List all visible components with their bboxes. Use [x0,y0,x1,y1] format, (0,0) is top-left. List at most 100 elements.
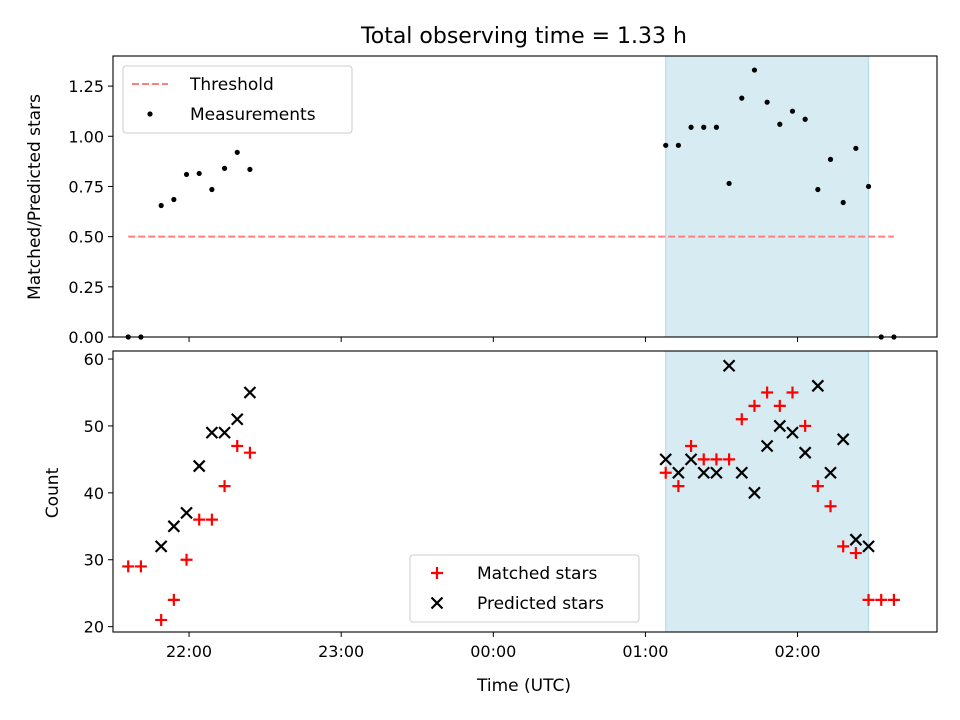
measurements-point [865,183,872,190]
x-tick-label: 00:00 [470,642,516,661]
matched-stars-point [773,399,786,412]
count-axes-frame [112,350,938,633]
count-y-tick-label: 60 [84,350,104,369]
predicted-stars-point [205,426,219,439]
count-y-axis-label: Count [43,467,63,518]
matched-stars-point [887,593,900,606]
count-y-tick-label: 50 [84,417,104,436]
predicted-stars-point [824,466,837,480]
predicted-stars-point [710,466,723,480]
x-tick-label: 02:00 [774,642,820,661]
matched-stars-point [875,593,888,606]
measurements-point [183,171,190,178]
measurements-point [726,180,732,187]
measurements-point [777,121,783,127]
predicted-stars-point [786,426,799,439]
matched-stars-legend-handle [431,567,443,579]
x-tick-label: 22:00 [166,642,212,661]
ratio-y-tick-label: 0.25 [68,278,104,297]
ratio-y-tick-label: 0.00 [68,328,104,347]
measurements-point [171,196,177,203]
measurements-legend-label: Measurements [190,105,316,125]
matched-stars-point [231,440,244,453]
ratio-y-tick-label: 0.50 [68,228,104,247]
count-y-tick-label: 30 [84,551,104,570]
ratio-y-axis-label: Matched/Predicted stars [25,94,45,300]
measurements-point [247,166,253,173]
measurements-point [815,186,821,193]
measurements-point [209,186,215,193]
matched-stars-point [180,553,193,566]
matched-stars-point [761,386,774,399]
matched-stars-point [748,399,761,412]
matched-stars-point [723,453,736,466]
matched-stars-point [799,419,812,432]
predicted-stars-point [659,453,672,466]
count-panel: 20 30 40 50 60 22:00 23:00 00:00 01:00 02:00 Coun… [43,350,938,696]
predicted-stars-point [697,466,711,480]
measurements-point [701,124,707,130]
measurements-point [840,199,846,206]
ratio-legend-box [122,65,353,134]
measurements-point [739,95,745,101]
measurements-point [764,99,770,105]
matched-stars-point [122,560,135,573]
measurements-point [663,142,669,148]
predicted-stars-legend-handle [430,596,444,610]
measurements-point [802,116,808,122]
predicted-stars-point [154,540,168,553]
measurements-legend-handle [147,111,153,117]
ratio-panel: Total observing time = 1.33 h 0.00 0.25 0.… [25,24,938,347]
matched-stars-point [849,547,862,560]
predicted-stars-point [748,486,761,500]
predicted-stars-point [862,540,875,553]
predicted-stars-point [180,506,193,520]
predicted-stars-point [167,520,181,533]
ratio-y-tick-label: 1.00 [68,127,104,146]
count-legend-box [409,554,640,623]
measurements-point [688,124,694,130]
ratio-chart-title: Total observing time = 1.33 h [360,24,687,49]
matched-stars-point [193,513,206,526]
ratio-y-tick-label: 0.75 [68,177,104,196]
matched-stars-point [710,453,723,466]
measurements-point [713,124,720,130]
x-tick-label: 23:00 [318,642,364,661]
matched-stars-point [672,480,685,493]
matched-stars-point [735,413,748,426]
measurements-point [234,149,240,155]
predicted-stars-point [849,533,863,546]
ratio-legend: Threshold Measurements [122,65,353,134]
predicted-stars-series [154,359,875,553]
predicted-stars-point [735,466,749,480]
predicted-stars-point [798,446,812,459]
ratio-axes-frame [112,55,938,338]
matched-stars-point [824,500,837,513]
ratio-highlight-span [665,55,870,338]
matched-stars-point [218,480,231,493]
matched-stars-series [122,386,900,626]
matched-stars-point [837,540,850,553]
count-y-tick-label: 40 [84,484,104,503]
predicted-stars-legend-label: Predicted stars [477,594,604,614]
matched-stars-point [134,560,147,573]
measurements-point [853,145,859,151]
count-legend: Matched stars Predicted stars [409,554,640,623]
predicted-stars-point [230,412,244,426]
predicted-stars-point [773,419,787,433]
predicted-stars-point [192,459,206,473]
count-y-tick-label: 20 [84,618,104,637]
measurements-point [675,142,681,148]
predicted-stars-point [218,426,231,439]
matched-stars-point [786,386,799,399]
measurements-point [158,202,164,209]
predicted-stars-point [760,439,774,453]
matched-stars-point [811,480,824,493]
measurements-point [827,156,834,162]
matched-stars-point [205,513,218,526]
predicted-stars-point [836,433,850,446]
x-axis-label: Time (UTC) [476,676,571,696]
predicted-stars-point [684,453,698,466]
predicted-stars-point [722,359,736,372]
